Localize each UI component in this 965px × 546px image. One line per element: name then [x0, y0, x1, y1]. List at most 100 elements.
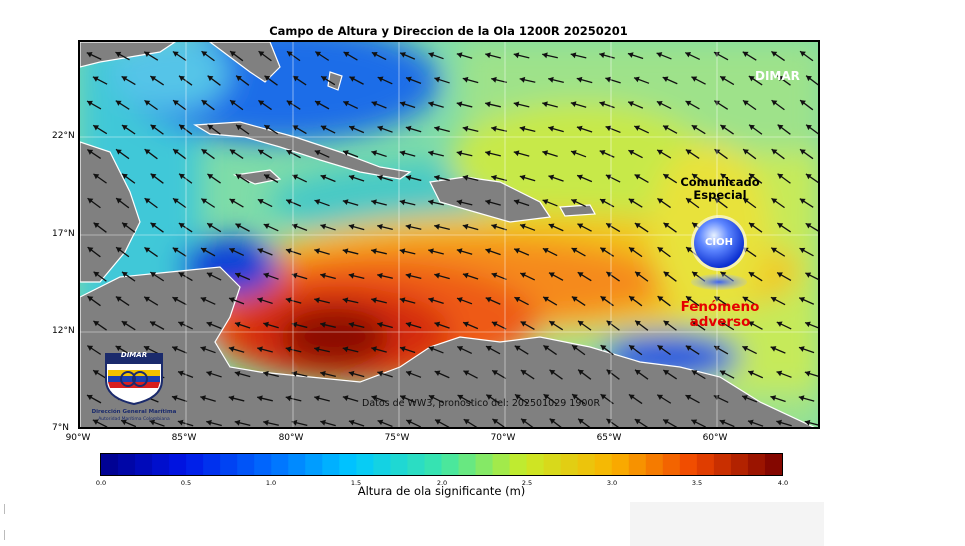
direction-arrow — [285, 199, 302, 207]
lon-label-85w: 85°W — [171, 433, 197, 443]
direction-arrow — [200, 395, 216, 402]
direction-arrow — [229, 198, 244, 208]
colorbar-segment — [543, 454, 562, 475]
direction-arrow — [207, 173, 221, 184]
direction-arrow — [399, 297, 416, 304]
logo-line2: Autoridad Marítima Colombiana — [98, 417, 170, 422]
direction-arrow — [491, 321, 507, 330]
direction-arrow — [691, 320, 706, 331]
direction-arrow — [320, 174, 336, 183]
direction-arrow — [742, 197, 757, 209]
direction-arrow — [172, 197, 187, 209]
direction-arrow — [549, 418, 563, 427]
colorbar-tick-6: 3.0 — [606, 479, 618, 487]
direction-arrow — [543, 393, 557, 405]
colorbar-tick-1: 0.5 — [180, 479, 192, 487]
direction-arrow — [92, 76, 108, 85]
direction-arrow — [399, 101, 416, 109]
direction-arrow — [291, 174, 308, 183]
direction-arrow — [342, 100, 359, 110]
direction-arrow — [491, 223, 507, 231]
direction-arrow — [405, 223, 422, 230]
notice-line1: Comunicado — [680, 175, 760, 189]
direction-arrow — [628, 393, 643, 405]
direction-arrow — [86, 52, 102, 60]
direction-arrow — [115, 345, 130, 355]
direction-arrow — [371, 150, 387, 158]
direction-arrow — [177, 419, 194, 427]
colorbar-segment — [560, 454, 579, 475]
direction-arrow — [428, 297, 444, 305]
direction-arrow — [634, 418, 649, 427]
colorbar-segment — [135, 454, 153, 475]
direction-arrow — [86, 149, 102, 159]
colorbar-segment — [118, 454, 136, 475]
direction-arrow — [799, 50, 814, 62]
direction-arrow — [178, 75, 193, 86]
direction-arrow — [456, 346, 473, 354]
direction-arrow — [514, 393, 529, 405]
direction-arrow — [405, 174, 422, 182]
direction-arrow — [798, 395, 815, 402]
direction-arrow — [747, 419, 764, 427]
direction-arrow — [776, 321, 792, 330]
direction-arrow — [519, 76, 536, 83]
direction-arrow — [548, 272, 564, 281]
direction-arrow — [491, 174, 507, 182]
direction-arrow — [684, 52, 701, 60]
colorbar-tick-0: 0.0 — [95, 479, 107, 487]
direction-arrow — [741, 395, 758, 403]
colorbar-tick-3: 1.5 — [350, 479, 362, 487]
colorbar-segment — [747, 454, 766, 475]
direction-arrow — [257, 248, 273, 256]
direction-arrow — [434, 321, 450, 329]
direction-arrow — [571, 393, 586, 405]
direction-arrow — [662, 369, 678, 380]
direction-arrow — [178, 271, 193, 282]
edge-mark-1 — [0, 504, 5, 514]
direction-arrow — [657, 246, 671, 258]
direction-arrow — [577, 271, 592, 282]
direction-arrow — [462, 76, 479, 84]
direction-arrow — [121, 75, 136, 86]
direction-arrow — [200, 247, 216, 257]
cioh-label: CIOH — [705, 237, 733, 248]
direction-arrow — [627, 101, 644, 109]
edge-mark-2 — [0, 530, 5, 540]
direction-arrow — [577, 418, 592, 427]
direction-arrow — [570, 52, 587, 59]
direction-arrow — [798, 297, 815, 305]
direction-arrow — [377, 370, 393, 378]
wave-height-map: DIMAR Comunicado Especial CIOH Fenómeno … — [78, 40, 820, 429]
direction-arrow — [634, 369, 649, 380]
direction-arrow — [485, 394, 501, 404]
direction-arrow — [405, 370, 422, 378]
direction-arrow — [371, 297, 387, 304]
direction-arrow — [434, 174, 450, 181]
direction-arrow — [805, 124, 818, 135]
direction-arrow — [348, 321, 365, 328]
direction-arrow — [177, 370, 194, 378]
direction-arrow — [456, 297, 473, 305]
colorbar-segment — [322, 454, 340, 475]
direction-arrow — [314, 297, 330, 304]
direction-arrow — [770, 346, 786, 354]
direction-arrow — [605, 125, 621, 134]
direction-arrow — [405, 272, 422, 280]
direction-arrow — [115, 295, 130, 307]
direction-arrow — [399, 199, 416, 206]
direction-arrow — [549, 369, 563, 380]
colorbar-segment — [356, 454, 374, 475]
direction-arrow — [542, 199, 558, 207]
direction-arrow — [285, 248, 302, 256]
direction-arrow — [519, 223, 536, 231]
direction-arrow — [570, 101, 587, 108]
notice-block: Comunicado Especial — [665, 176, 775, 202]
direction-arrow — [799, 198, 814, 208]
direction-arrow — [548, 76, 564, 83]
direction-arrow — [200, 198, 216, 208]
direction-arrow — [748, 222, 763, 233]
direction-arrow — [770, 247, 786, 257]
direction-arrow — [777, 173, 791, 184]
map-title: Campo de Altura y Direccion de la Ola 12… — [269, 24, 628, 38]
